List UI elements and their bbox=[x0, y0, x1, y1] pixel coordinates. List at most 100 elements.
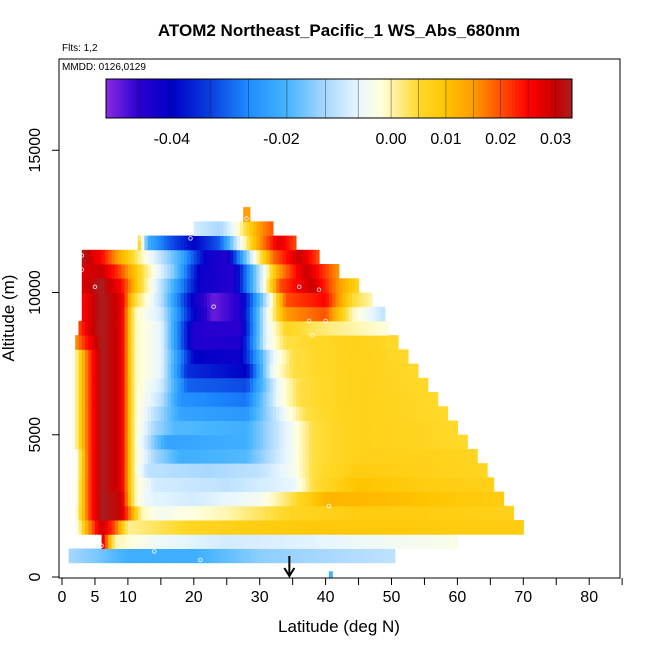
heatmap-cell bbox=[104, 448, 109, 464]
heatmap-cell bbox=[170, 249, 175, 265]
heatmap-cell bbox=[365, 477, 370, 493]
heatmap-cell bbox=[289, 264, 294, 279]
heatmap-cell bbox=[187, 406, 192, 421]
heatmap-cell bbox=[210, 520, 215, 535]
heatmap-cell bbox=[259, 335, 264, 350]
heatmap-cell bbox=[256, 548, 261, 564]
heatmap-cell bbox=[216, 278, 221, 293]
heatmap-cell bbox=[263, 406, 267, 421]
heatmap-cell bbox=[289, 420, 294, 436]
heatmap-cell bbox=[131, 278, 136, 293]
latitude-arrow-marker bbox=[283, 556, 296, 578]
colorbar-swatch bbox=[552, 79, 556, 118]
heatmap-cell bbox=[355, 406, 360, 421]
heatmap-cell bbox=[282, 548, 287, 564]
heatmap-cell bbox=[177, 292, 182, 308]
heatmap-cell bbox=[213, 477, 218, 493]
heatmap-cell bbox=[266, 463, 271, 478]
heatmap-cell bbox=[177, 477, 182, 493]
heatmap-cell bbox=[381, 420, 386, 436]
heatmap-cell bbox=[302, 264, 307, 279]
heatmap-cell bbox=[266, 420, 271, 436]
heatmap-cell bbox=[319, 320, 323, 336]
heatmap-cell bbox=[276, 406, 281, 421]
heatmap-cell bbox=[124, 548, 129, 564]
heatmap-cell bbox=[444, 491, 449, 507]
heatmap-cell bbox=[180, 463, 185, 478]
heatmap-cell bbox=[157, 264, 162, 279]
colorbar-swatch bbox=[255, 79, 260, 118]
heatmap-cell bbox=[108, 448, 113, 464]
heatmap-cell bbox=[322, 363, 327, 379]
heatmap-cell bbox=[483, 491, 488, 507]
heatmap-cell bbox=[98, 434, 103, 450]
heatmap-cell bbox=[358, 320, 363, 336]
heatmap-cell bbox=[328, 477, 333, 493]
heatmap-cell bbox=[111, 363, 116, 379]
heatmap-cell bbox=[322, 406, 327, 421]
heatmap-cell bbox=[98, 320, 103, 336]
heatmap-cell bbox=[421, 463, 426, 478]
heatmap-cell bbox=[335, 534, 340, 549]
heatmap-cell bbox=[190, 264, 195, 279]
heatmap-cell bbox=[249, 278, 254, 293]
colorbar-swatch bbox=[119, 79, 124, 118]
heatmap-cell bbox=[131, 520, 136, 535]
heatmap-cell bbox=[440, 477, 445, 493]
colorbar-swatch bbox=[522, 79, 526, 118]
heatmap-cell bbox=[470, 463, 475, 478]
heatmap-cell bbox=[223, 264, 228, 279]
heatmap-cell bbox=[368, 534, 373, 549]
heatmap-cell bbox=[282, 363, 287, 379]
heatmap-cell bbox=[203, 235, 208, 251]
heatmap-cell bbox=[328, 491, 333, 507]
heatmap-cell bbox=[239, 249, 244, 265]
heatmap-cell bbox=[75, 434, 80, 450]
heatmap-cell bbox=[276, 235, 281, 251]
heatmap-cell bbox=[348, 406, 353, 421]
heatmap-cell bbox=[302, 335, 307, 350]
heatmap-cell bbox=[147, 363, 152, 379]
heatmap-cell bbox=[319, 306, 323, 322]
heatmap-cell bbox=[147, 335, 152, 350]
colorbar-swatch bbox=[548, 79, 553, 118]
heatmap-cell bbox=[309, 448, 314, 464]
heatmap-cell bbox=[289, 278, 294, 293]
heatmap-cell bbox=[253, 406, 257, 421]
heatmap-cell bbox=[223, 520, 228, 535]
heatmap-cell bbox=[325, 264, 330, 279]
heatmap-cell bbox=[223, 491, 228, 507]
heatmap-cell bbox=[210, 349, 215, 365]
heatmap-cell bbox=[365, 448, 370, 464]
heatmap-cell bbox=[121, 406, 126, 421]
heatmap-cell bbox=[398, 505, 402, 521]
heatmap-cell bbox=[276, 278, 281, 293]
heatmap-cell bbox=[322, 377, 327, 393]
heatmap-cell bbox=[243, 463, 248, 478]
heatmap-cell bbox=[206, 335, 211, 350]
heatmap-cell bbox=[398, 463, 402, 478]
heatmap-cell bbox=[272, 235, 277, 251]
heatmap-cell bbox=[94, 320, 99, 336]
heatmap-cell bbox=[276, 292, 281, 308]
heatmap-cell bbox=[358, 491, 363, 507]
heatmap-cell bbox=[213, 335, 218, 350]
heatmap-cell bbox=[378, 363, 383, 379]
heatmap-cell bbox=[127, 377, 132, 393]
heatmap-cell bbox=[226, 392, 231, 407]
heatmap-cell bbox=[177, 420, 182, 436]
x-tick-label: 0 bbox=[58, 589, 67, 606]
heatmap-cell bbox=[444, 434, 449, 450]
heatmap-cell bbox=[269, 292, 274, 308]
heatmap-cell bbox=[78, 349, 83, 365]
heatmap-cell bbox=[220, 477, 225, 493]
colorbar-swatch bbox=[412, 79, 417, 118]
heatmap-cell bbox=[243, 221, 248, 237]
heatmap-cell bbox=[164, 249, 169, 265]
heatmap-cell bbox=[180, 477, 185, 493]
heatmap-cell bbox=[355, 320, 360, 336]
heatmap-cell bbox=[312, 463, 317, 478]
heatmap-cell bbox=[88, 406, 93, 421]
heatmap-cell bbox=[272, 392, 277, 407]
heatmap-cell bbox=[289, 249, 294, 265]
